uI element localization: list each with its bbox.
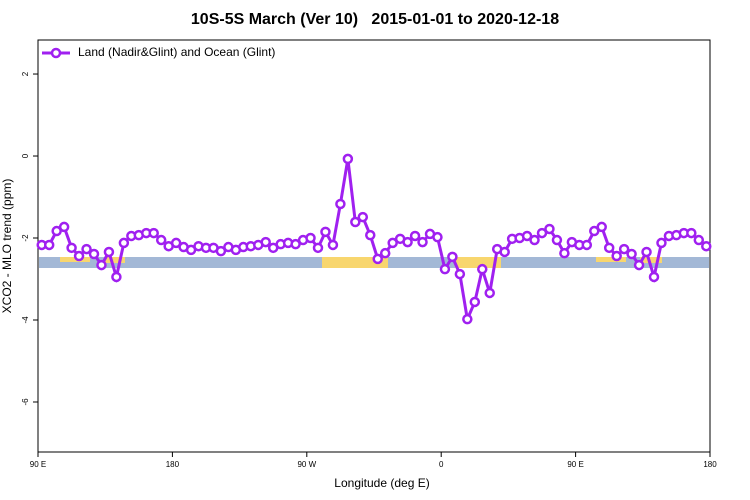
data-point [559,247,570,259]
x-axis-label: Longitude (deg E) [334,476,429,490]
data-point [603,242,615,254]
data-point [409,230,421,242]
land-band [60,257,90,262]
y-tick-label: 2 [21,71,30,76]
x-tick-label: 90 W [297,460,316,469]
chart-title: 10S-5S March (Ver 10) 2015-01-01 to 2020… [191,11,559,28]
x-tick-label: 180 [703,460,717,469]
data-point [521,230,533,242]
data-point [66,242,77,254]
data-point [589,225,600,237]
data-point [88,248,100,260]
data-point [499,246,510,258]
land-band [322,257,388,268]
data-point [170,237,182,249]
data-point [611,250,622,262]
data-point [320,226,331,238]
data-point [618,243,630,255]
data-point [327,239,339,251]
data-point [103,246,115,258]
data-point [432,231,443,243]
data-point [469,296,481,308]
data-point [701,240,712,252]
data-point [96,259,107,271]
data-point [641,246,652,258]
legend-label: Land (Nadir&Glint) and Ocean (Glint) [78,45,275,59]
x-tick-label: 90 E [567,460,583,469]
data-point [260,236,271,248]
data-point [596,221,607,233]
data-point [342,153,354,165]
data-point [626,248,637,260]
land-band [640,257,662,263]
data-point [686,227,697,239]
data-point [379,247,391,259]
land-band [596,257,626,262]
data-point [365,229,376,241]
data-point [447,251,458,263]
data-point [484,287,495,299]
data-point [51,225,62,237]
data-point [148,227,159,239]
data-point [402,236,413,248]
x-tick-label: 180 [166,460,180,469]
data-point [477,263,488,275]
data-point [305,232,316,244]
data-point [536,227,548,239]
data-point [648,271,660,283]
y-tick-label: -4 [21,316,30,324]
data-point [417,236,428,248]
x-tick-label: 90 E [30,460,46,469]
y-tick-label: -6 [21,398,30,406]
data-point [155,234,167,246]
legend-marker [50,47,62,59]
data-point [43,239,55,251]
data-point [357,211,369,223]
data-point [335,198,346,210]
x-tick-label: 0 [439,460,444,469]
data-point [693,234,705,246]
data-point [73,250,85,262]
data-point [215,245,227,257]
land-band [455,257,501,268]
data-point [290,238,301,250]
data-point [462,313,473,325]
data-point [81,243,92,255]
data-point [633,259,645,271]
data-point [350,216,361,228]
data-point [454,268,466,280]
data-point [551,234,563,246]
data-point [439,263,451,275]
y-tick-label: 0 [21,153,30,158]
data-point [312,242,324,254]
data-point [118,237,130,249]
data-point [529,234,540,246]
data-point [387,237,398,249]
y-axis-label: XCO2 - MLO trend (ppm) [0,179,14,314]
data-point [656,237,667,249]
data-point [544,223,555,235]
y-tick-label: -2 [21,234,30,242]
data-point [111,271,122,283]
land-band [105,257,125,263]
data-point [372,253,383,265]
data-point [58,221,70,233]
data-point [581,239,593,251]
